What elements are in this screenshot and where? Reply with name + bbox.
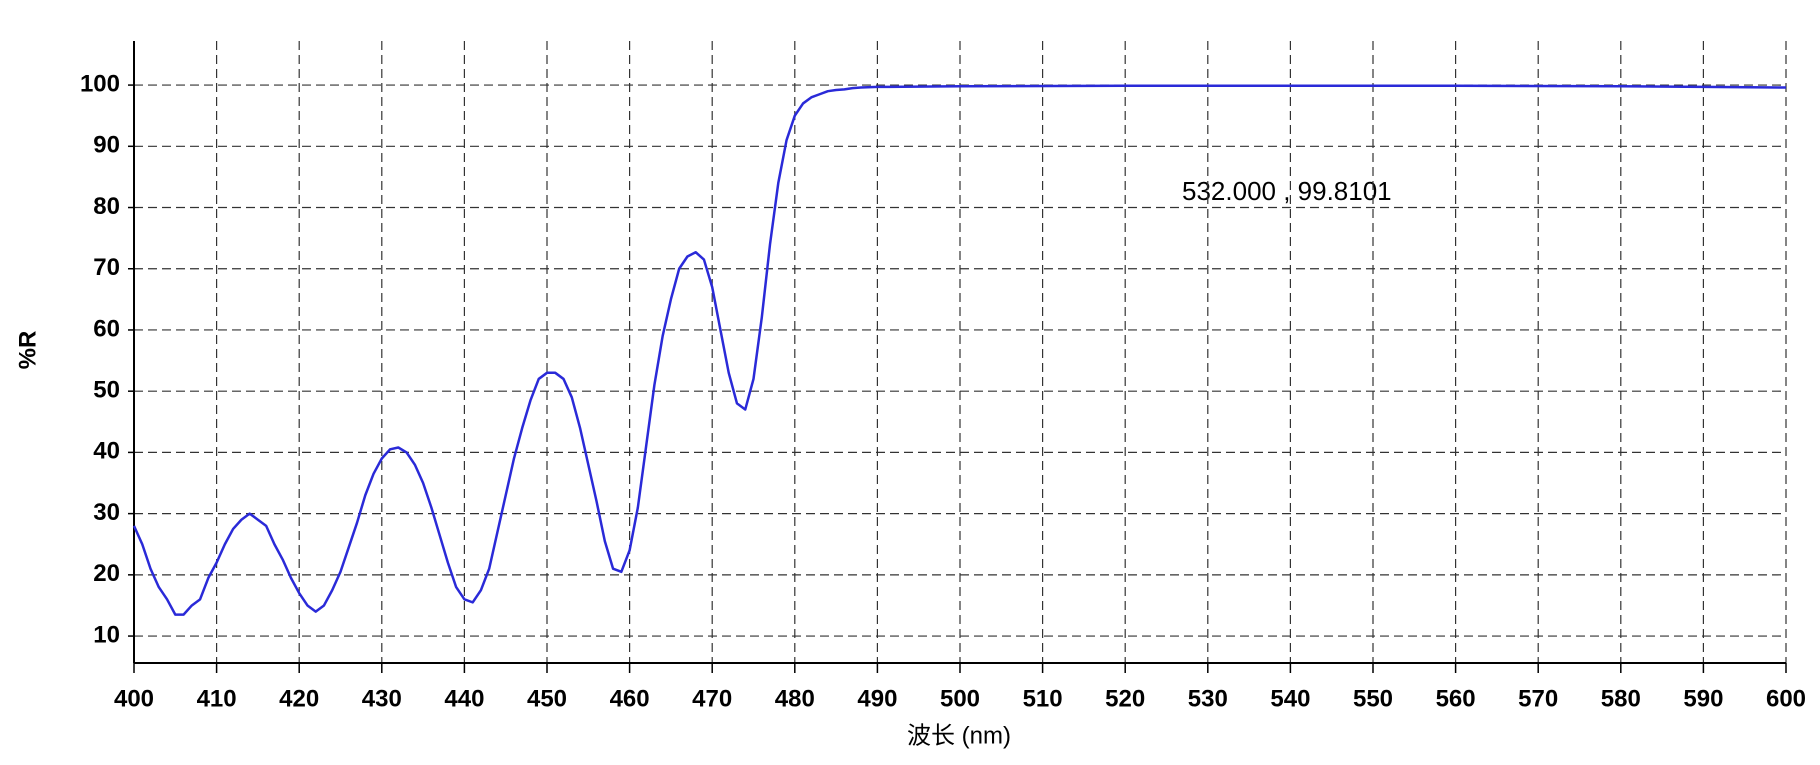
data-line — [132, 84, 1787, 616]
x-tick-label: 600 — [1766, 685, 1806, 712]
y-tick-label: 20 — [93, 560, 120, 587]
x-tick-label: 560 — [1436, 685, 1476, 712]
y-tick-label: 70 — [93, 254, 120, 281]
x-tick-label: 500 — [940, 685, 980, 712]
y-tick-label: 10 — [93, 621, 120, 648]
y-tick-label: 90 — [93, 132, 120, 159]
y-tick-label: 80 — [93, 193, 120, 220]
y-tick-label: 40 — [93, 438, 120, 465]
y-tick-label: 100 — [80, 70, 120, 97]
y-tick-label: 60 — [93, 315, 120, 342]
annotation: 532.000 , 99.8101 — [1182, 176, 1392, 206]
x-tick-label: 490 — [857, 685, 897, 712]
x-tick-label: 460 — [610, 685, 650, 712]
x-tick-label: 580 — [1601, 685, 1641, 712]
x-tick-label: 440 — [444, 685, 484, 712]
x-tick-label: 570 — [1518, 685, 1558, 712]
y-tick-label: 50 — [93, 377, 120, 404]
y-axis-label: %R — [14, 331, 41, 370]
x-tick-label: 540 — [1270, 685, 1310, 712]
x-tick-label: 520 — [1105, 685, 1145, 712]
x-tick-label: 550 — [1353, 685, 1393, 712]
x-tick-label: 400 — [114, 685, 154, 712]
x-tick-label: 450 — [527, 685, 567, 712]
y-tick-label: 30 — [93, 499, 120, 526]
x-tick-label: 480 — [775, 685, 815, 712]
x-tick-label: 430 — [362, 685, 402, 712]
x-tick-label: 590 — [1683, 685, 1723, 712]
x-axis-label: 波长 (nm) — [907, 722, 1011, 749]
x-tick-label: 530 — [1188, 685, 1228, 712]
x-tick-label: 410 — [197, 685, 237, 712]
x-tick-label: 510 — [1023, 685, 1063, 712]
x-tick-label: 420 — [279, 685, 319, 712]
x-tick-label: 470 — [692, 685, 732, 712]
